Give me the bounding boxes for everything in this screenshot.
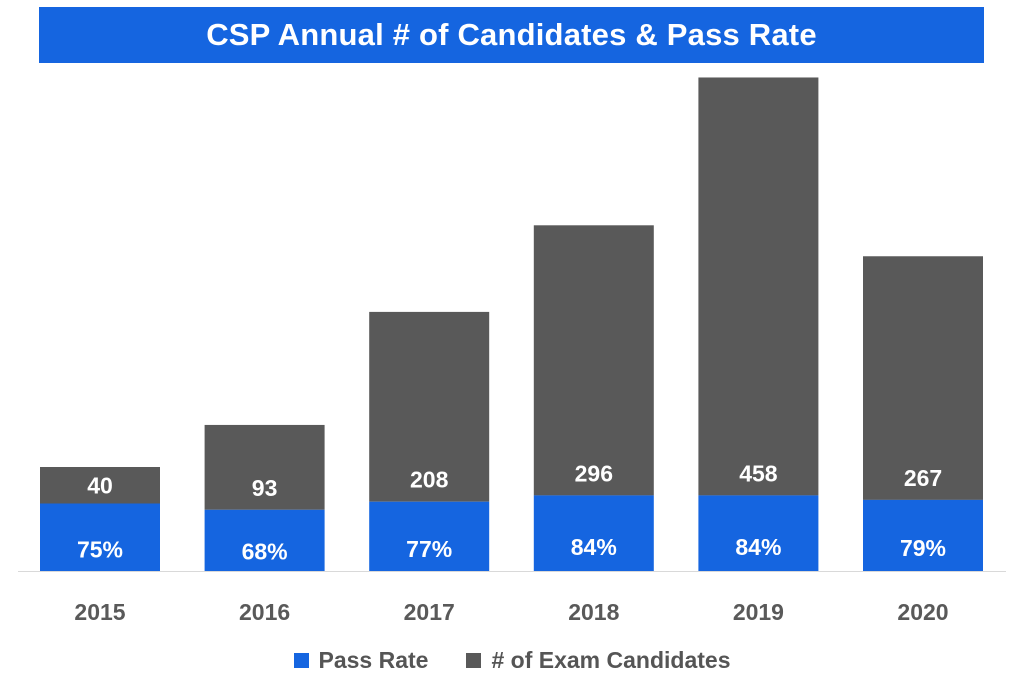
x-tick-label-2018: 2018 — [568, 599, 619, 625]
data-label-exam-candidates-2016: 93 — [252, 475, 278, 501]
data-label-pass-rate-2015: 75% — [77, 536, 123, 562]
x-tick-label-2015: 2015 — [74, 599, 125, 625]
legend-item-pass-rate: Pass Rate — [293, 646, 429, 674]
x-tick-label-2016: 2016 — [239, 599, 290, 625]
data-label-exam-candidates-2018: 296 — [575, 460, 613, 486]
legend-swatch-exam-candidates — [466, 652, 482, 668]
legend-swatch-pass-rate — [293, 652, 309, 668]
chart-title: CSP Annual # of Candidates & Pass Rate — [206, 17, 817, 52]
legend-label-pass-rate: Pass Rate — [318, 646, 429, 673]
data-label-pass-rate-2016: 68% — [242, 538, 288, 564]
bar-exam-candidates-2017 — [369, 311, 490, 502]
data-label-pass-rate-2019: 84% — [735, 534, 781, 560]
x-tick-label-2019: 2019 — [733, 599, 784, 625]
data-label-exam-candidates-2020: 267 — [904, 465, 942, 491]
x-tick-labels: 2015 2016 2017 2018 2019 2020 — [74, 599, 948, 625]
legend-item-exam-candidates: # of Exam Candidates — [466, 646, 731, 674]
x-tick-label-2017: 2017 — [404, 599, 455, 625]
bar-pass-rate-2020 — [863, 499, 983, 571]
legend-label-exam-candidates: # of Exam Candidates — [491, 646, 731, 673]
data-label-exam-candidates-2015: 40 — [87, 472, 113, 498]
data-label-exam-candidates-2019: 458 — [739, 460, 778, 486]
bar-pass-rate-2016 — [204, 509, 325, 571]
data-label-pass-rate-2018: 84% — [571, 534, 617, 560]
bars-group: 40 75% 93 68% 208 77% 296 84% 458 84% 267 79% — [40, 77, 983, 571]
bar-pass-rate-2017 — [369, 501, 490, 571]
data-label-pass-rate-2020: 79% — [900, 535, 946, 561]
x-tick-label-2020: 2020 — [897, 599, 948, 625]
data-label-pass-rate-2017: 77% — [406, 536, 452, 562]
bar-pass-rate-2015 — [40, 503, 160, 571]
bar-exam-candidates-2015 — [40, 467, 160, 504]
bar-exam-candidates-2020 — [863, 256, 983, 500]
bar-exam-candidates-2019 — [698, 77, 819, 496]
chart-legend: Pass Rate # of Exam Candidates — [0, 645, 1024, 675]
bar-pass-rate-2018 — [533, 495, 654, 571]
bar-pass-rate-2019 — [698, 495, 819, 571]
bar-exam-candidates-2018 — [533, 225, 654, 496]
data-label-exam-candidates-2017: 208 — [410, 467, 449, 493]
bar-exam-candidates-2016 — [204, 424, 325, 510]
chart-title-banner: CSP Annual # of Candidates & Pass Rate — [39, 7, 984, 63]
